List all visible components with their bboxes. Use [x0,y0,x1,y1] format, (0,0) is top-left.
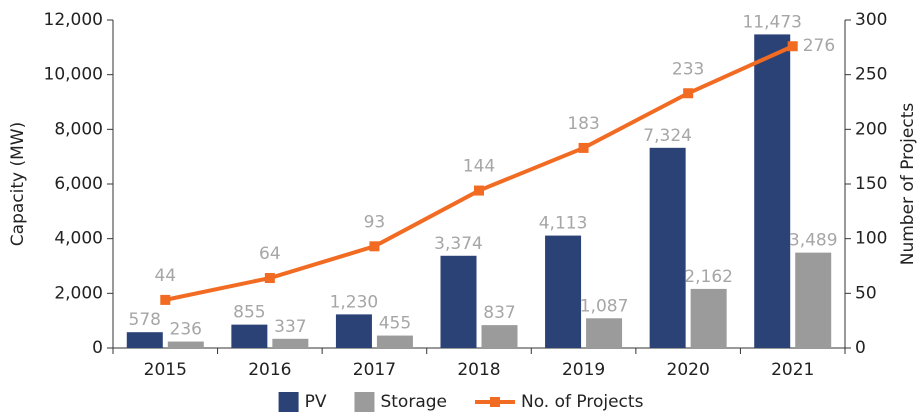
line-marker [369,241,380,252]
value-label: 337 [274,317,306,337]
bar [440,255,477,348]
value-label: 7,324 [643,126,692,146]
bar [754,34,791,349]
value-label: 855 [233,303,265,323]
y2-axis-label: Number of Projects [898,103,918,266]
y2-tick-label: 100 [855,229,887,249]
value-label: 2,162 [684,267,733,287]
value-label: 236 [170,320,202,340]
line-marker [474,185,484,196]
value-label: 455 [379,314,411,334]
y2-tick-label: 50 [855,283,877,303]
value-label: 183 [567,114,599,134]
value-label: 4,113 [539,214,588,234]
value-label: 276 [803,36,835,56]
y-tick-label: 10,000 [44,65,103,85]
value-label: 144 [463,157,495,177]
value-label: 3,489 [789,231,838,251]
bar [126,332,163,348]
x-tick-label: 2017 [353,360,396,380]
bar [586,318,623,348]
y2-tick-label: 250 [855,65,887,85]
y-axis-label: Capacity (MW) [8,122,28,246]
bar [690,288,727,348]
line-marker [787,41,798,52]
bar [272,338,309,348]
x-tick-label: 2020 [667,360,710,380]
bar [335,314,372,348]
value-label: 233 [672,59,704,79]
legend-swatch [278,392,299,412]
bar [376,335,413,348]
y-tick-label: 12,000 [44,10,103,30]
y-tick-label: 8,000 [54,119,103,139]
bar [167,341,204,348]
x-tick-label: 2015 [144,360,187,380]
value-label: 44 [154,266,176,286]
line-marker [264,273,275,284]
y-tick-label: 4,000 [54,229,103,249]
bar [795,252,832,348]
y2-tick-label: 200 [855,119,887,139]
line-marker [160,294,171,305]
bar [231,324,268,348]
y2-tick-label: 300 [855,10,887,30]
legend-marker [489,397,500,407]
legend-swatch [354,392,375,412]
value-label: 3,374 [434,234,483,254]
value-label: 93 [364,212,386,232]
legend-label: PV [305,392,327,412]
value-label: 1,230 [330,292,379,312]
value-label: 1,087 [580,296,629,316]
line-marker [683,88,694,99]
x-tick-label: 2021 [771,360,814,380]
y-tick-label: 6,000 [54,174,103,194]
y-tick-label: 0 [92,338,103,358]
legend-label: Storage [380,392,447,412]
value-label: 64 [259,244,281,264]
value-label: 11,473 [742,12,801,32]
line-marker [578,142,589,153]
bar [481,325,518,348]
x-tick-label: 2019 [562,360,605,380]
value-label: 578 [129,310,161,330]
legend-label: No. of Projects [521,392,644,412]
x-tick-label: 2018 [457,360,500,380]
bar [649,147,686,348]
y-tick-label: 2,000 [54,283,103,303]
y2-tick-label: 0 [855,338,866,358]
x-tick-label: 2016 [248,360,291,380]
y2-tick-label: 150 [855,174,887,194]
value-label: 837 [483,303,515,323]
bar [545,235,582,348]
